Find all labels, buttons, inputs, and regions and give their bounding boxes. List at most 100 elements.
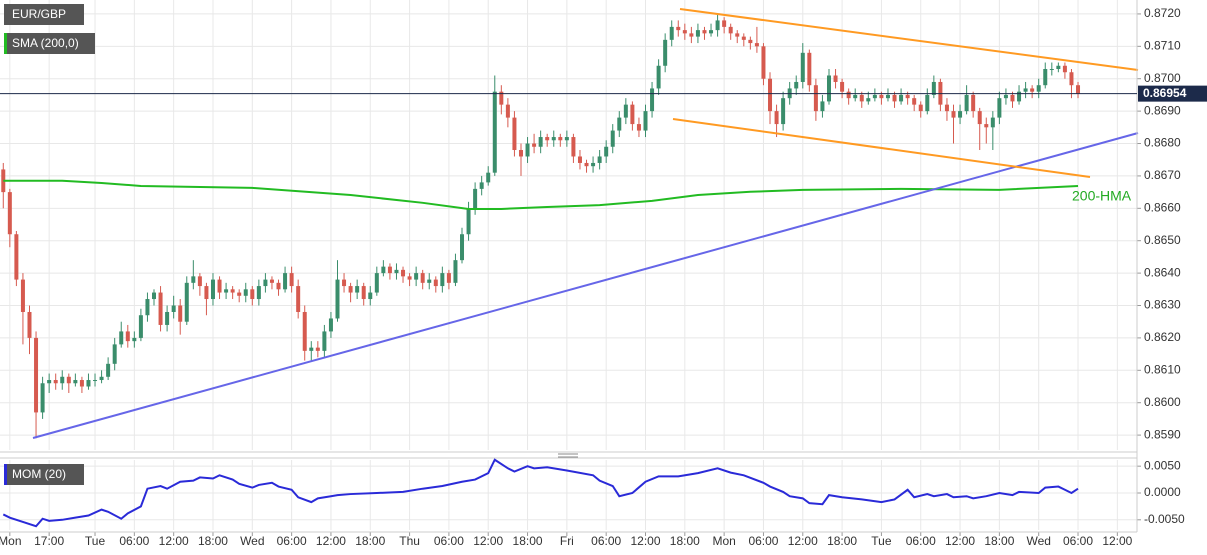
candle-body — [152, 292, 157, 300]
x-tick-label: 18:00 — [513, 534, 543, 548]
candle-body — [689, 33, 694, 37]
candle-body — [604, 146, 609, 157]
candle-body — [1062, 65, 1067, 73]
x-tick-label: 12:00 — [788, 534, 818, 548]
candle-body — [73, 380, 78, 384]
candle-body — [499, 91, 504, 105]
candle-body — [66, 376, 71, 384]
series-line — [2, 458, 1079, 528]
candle-body — [1043, 69, 1048, 86]
candle-body — [984, 124, 989, 128]
candle-body — [40, 383, 45, 413]
candle-body — [230, 289, 235, 293]
candle-body — [492, 91, 497, 173]
y-tick-label: 0.8700 — [1144, 71, 1181, 85]
y-tick-label: 0.0050 — [1144, 458, 1181, 472]
x-tick-label: 18:00 — [827, 534, 857, 548]
candle-body — [695, 30, 700, 37]
candle-body — [518, 150, 523, 157]
candle-body — [276, 282, 281, 290]
trend-line — [32, 132, 1139, 439]
candle-body — [735, 33, 740, 37]
candle-body — [866, 98, 871, 102]
channel-bottom — [672, 118, 1091, 178]
candle-body — [93, 380, 98, 382]
candle-body — [977, 111, 982, 125]
legend-box[interactable] — [4, 4, 84, 25]
candle-body — [1069, 72, 1074, 86]
candle-body — [361, 286, 366, 300]
candle-body — [669, 26, 674, 40]
grid: 0.8590 0.8600 0.8610 0.8620 0.8630 0.8640 0.86… — [0, 0, 1185, 548]
candle-body — [879, 94, 884, 99]
candle-body — [754, 43, 759, 47]
candle-body — [577, 156, 582, 163]
candle-body — [453, 260, 458, 283]
candle-body — [237, 292, 242, 296]
candle-body — [951, 111, 956, 118]
candle-body — [20, 279, 25, 312]
candle-body — [440, 273, 445, 287]
candle-body — [138, 315, 143, 338]
annotation: 200-HMA — [1072, 188, 1132, 204]
candle-body — [807, 52, 812, 86]
candle-body — [892, 94, 897, 102]
candle-body — [420, 273, 425, 283]
x-tick-label: 17:00 — [34, 534, 64, 548]
candle-body — [414, 273, 419, 280]
candle-body — [597, 156, 602, 163]
candle-body — [132, 337, 137, 342]
candle-body — [394, 269, 399, 274]
candle-body — [650, 88, 655, 112]
candle-body — [623, 104, 628, 118]
candle-body — [322, 331, 327, 351]
candle-body — [79, 380, 84, 387]
y-tick-label: 0.8710 — [1144, 39, 1181, 53]
candle-body — [309, 347, 314, 351]
candle-body — [571, 137, 576, 157]
candle-body — [479, 182, 484, 189]
x-tick-label: 12:00 — [945, 534, 975, 548]
candle-body — [374, 273, 379, 293]
candle-body — [210, 279, 215, 300]
x-tick-label: 12:00 — [159, 534, 189, 548]
candle-body — [728, 26, 733, 34]
x-tick-label: 18:00 — [355, 534, 385, 548]
x-tick-label: Tue — [85, 534, 106, 548]
candle-body — [774, 111, 779, 125]
candle-body — [191, 276, 196, 283]
candle-body — [224, 289, 229, 293]
legend-swatch — [4, 464, 7, 485]
candle-body — [27, 311, 32, 338]
y-tick-label: 0.8670 — [1144, 168, 1181, 182]
candle-body — [348, 286, 353, 293]
marks — [1, 13, 1081, 528]
candle-body — [250, 289, 255, 300]
series-line — [3, 179, 1079, 210]
y-tick-label: 0.8600 — [1144, 395, 1181, 409]
candle-body — [964, 94, 969, 112]
x-tick-label: Thu — [399, 534, 420, 548]
candle-body — [197, 276, 202, 287]
y-tick-label: 0.8650 — [1144, 233, 1181, 247]
x-tick-label: Wed — [1026, 534, 1050, 548]
candle-body — [702, 30, 707, 34]
x-tick-label: 12:00 — [473, 534, 503, 548]
candle-body — [34, 337, 39, 413]
legend-box[interactable] — [4, 33, 95, 54]
candle-body — [60, 376, 65, 384]
candle-body — [99, 376, 104, 381]
candle-body — [538, 137, 543, 147]
candle-body — [709, 30, 714, 34]
candle-body — [145, 299, 150, 316]
candle-body — [158, 292, 163, 325]
legend-box[interactable] — [4, 464, 84, 485]
candle-body — [342, 279, 347, 287]
y-tick-label: 0.8610 — [1144, 362, 1181, 376]
candle-body — [1036, 85, 1041, 92]
candle-body — [14, 234, 19, 280]
legend-swatch — [4, 33, 7, 54]
candle-body — [853, 94, 858, 99]
candle-body — [748, 39, 753, 44]
